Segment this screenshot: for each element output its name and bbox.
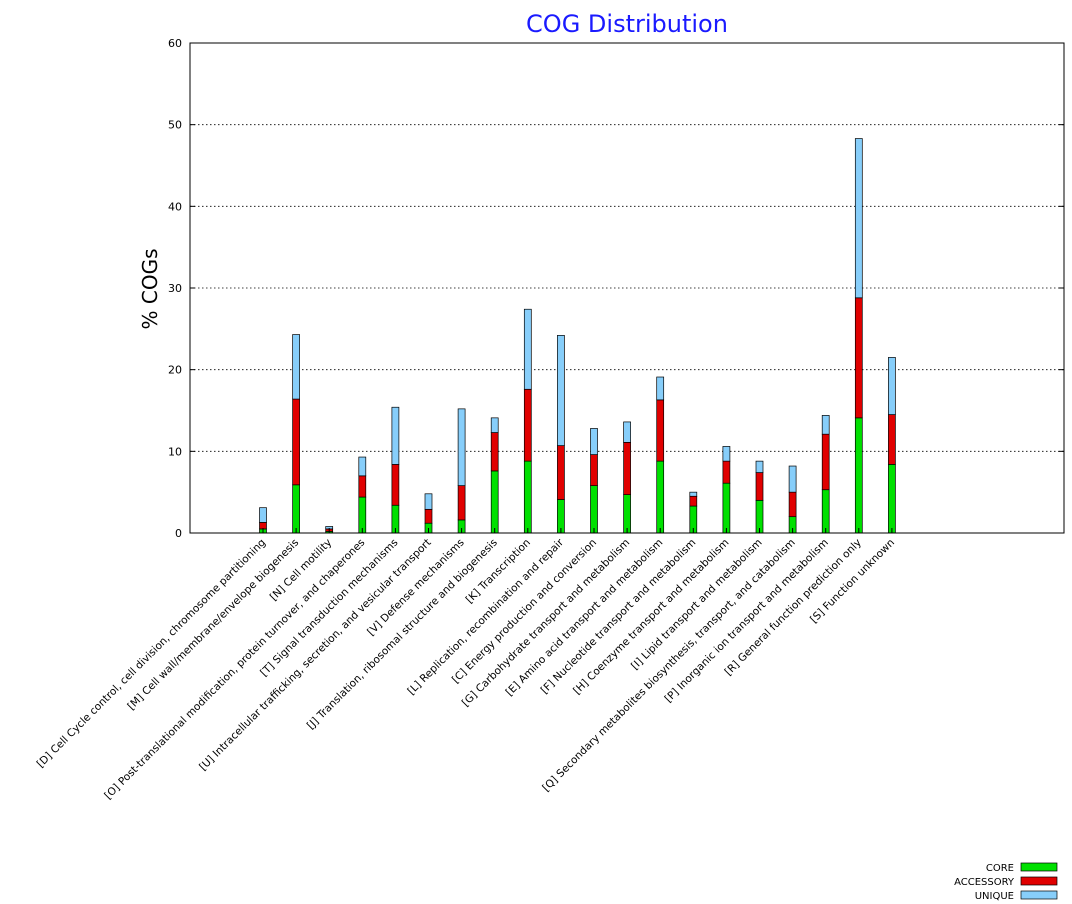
bar-segment-core <box>821 489 830 534</box>
y-tick-label: 10 <box>168 445 182 458</box>
bar-segment-core <box>358 496 367 534</box>
legend-label: ACCESSORY <box>954 877 1015 888</box>
bar-segment-unique <box>523 308 532 390</box>
bar-segment-unique <box>755 460 764 473</box>
y-tick-label: 40 <box>168 200 182 213</box>
y-tick-label: 20 <box>168 364 182 377</box>
bar-segment-accessory <box>689 495 698 507</box>
legend-swatch <box>1020 890 1058 900</box>
y-tick-label: 30 <box>168 282 182 295</box>
x-tick-label: [Q] Secondary metabolites biosynthesis, … <box>540 537 797 794</box>
plot-frame <box>189 42 1065 534</box>
y-tick-label: 0 <box>175 527 182 540</box>
bar-segment-accessory <box>821 433 830 491</box>
bar-segment-core <box>656 460 665 534</box>
bar-segment-unique <box>391 406 400 465</box>
bar-segment-core <box>590 485 598 534</box>
legend-swatch <box>1020 876 1058 886</box>
bar-segment-unique <box>424 493 433 510</box>
bar-segment-unique <box>358 456 367 477</box>
bar-segment-unique <box>888 357 896 415</box>
bar-segment-accessory <box>391 464 400 506</box>
bar-segment-core <box>523 460 532 534</box>
bar-segment-unique <box>457 408 466 486</box>
legend-label: UNIQUE <box>975 891 1014 902</box>
bar-segment-unique <box>821 415 830 435</box>
bar-segment-unique <box>557 335 565 446</box>
bar-segment-core <box>292 484 300 534</box>
bar-segment-core <box>623 494 631 534</box>
bars <box>259 138 896 534</box>
bar-segment-unique <box>259 507 267 523</box>
bar-segment-unique <box>590 428 598 455</box>
bar-segment-core <box>888 464 896 534</box>
bar-segment-accessory <box>292 398 300 486</box>
bar-segment-accessory <box>490 432 499 472</box>
bar-segment-core <box>490 470 499 534</box>
legend-swatch <box>1020 862 1058 872</box>
bar-segment-accessory <box>259 522 267 530</box>
bar-segment-accessory <box>755 472 764 501</box>
y-axis-label: % COGs <box>138 249 162 330</box>
bar-segment-unique <box>788 465 797 493</box>
bar-segment-unique <box>689 491 698 497</box>
chart-title: COG Distribution <box>526 10 728 38</box>
bar-segment-accessory <box>523 388 532 462</box>
bar-segment-core <box>854 417 863 534</box>
bar-segment-accessory <box>623 442 631 495</box>
bar-segment-accessory <box>424 508 433 524</box>
bar-segment-accessory <box>888 414 896 465</box>
bar-segment-accessory <box>788 491 797 518</box>
bar-segment-accessory <box>557 445 565 500</box>
bar-segment-core <box>557 499 565 534</box>
x-tick-label: [H] Coenzyme transport and metabolism <box>571 537 731 697</box>
bar-segment-accessory <box>656 399 665 462</box>
y-tick-label: 50 <box>168 119 182 132</box>
grid-lines <box>190 124 1064 452</box>
bar-segment-unique <box>490 417 499 433</box>
bar-segment-core <box>722 482 731 534</box>
bar-segment-accessory <box>457 485 466 521</box>
legend-label: CORE <box>986 863 1014 874</box>
y-tick-label: 60 <box>168 37 182 50</box>
bar-segment-unique <box>656 376 665 401</box>
bar-segment-unique <box>623 421 631 443</box>
bar-segment-accessory <box>722 460 731 484</box>
bar-segment-unique <box>722 446 731 462</box>
bar-segment-accessory <box>358 475 367 498</box>
legend: CORE ACCESSORY UNIQUE <box>954 862 1058 902</box>
bar-segment-unique <box>292 334 300 400</box>
x-tick-label: [F] Nucleotide transport and metabolism <box>539 537 699 697</box>
bar-segment-unique <box>854 138 863 299</box>
bar-segment-accessory <box>854 297 863 419</box>
bar-segment-accessory <box>590 454 598 486</box>
